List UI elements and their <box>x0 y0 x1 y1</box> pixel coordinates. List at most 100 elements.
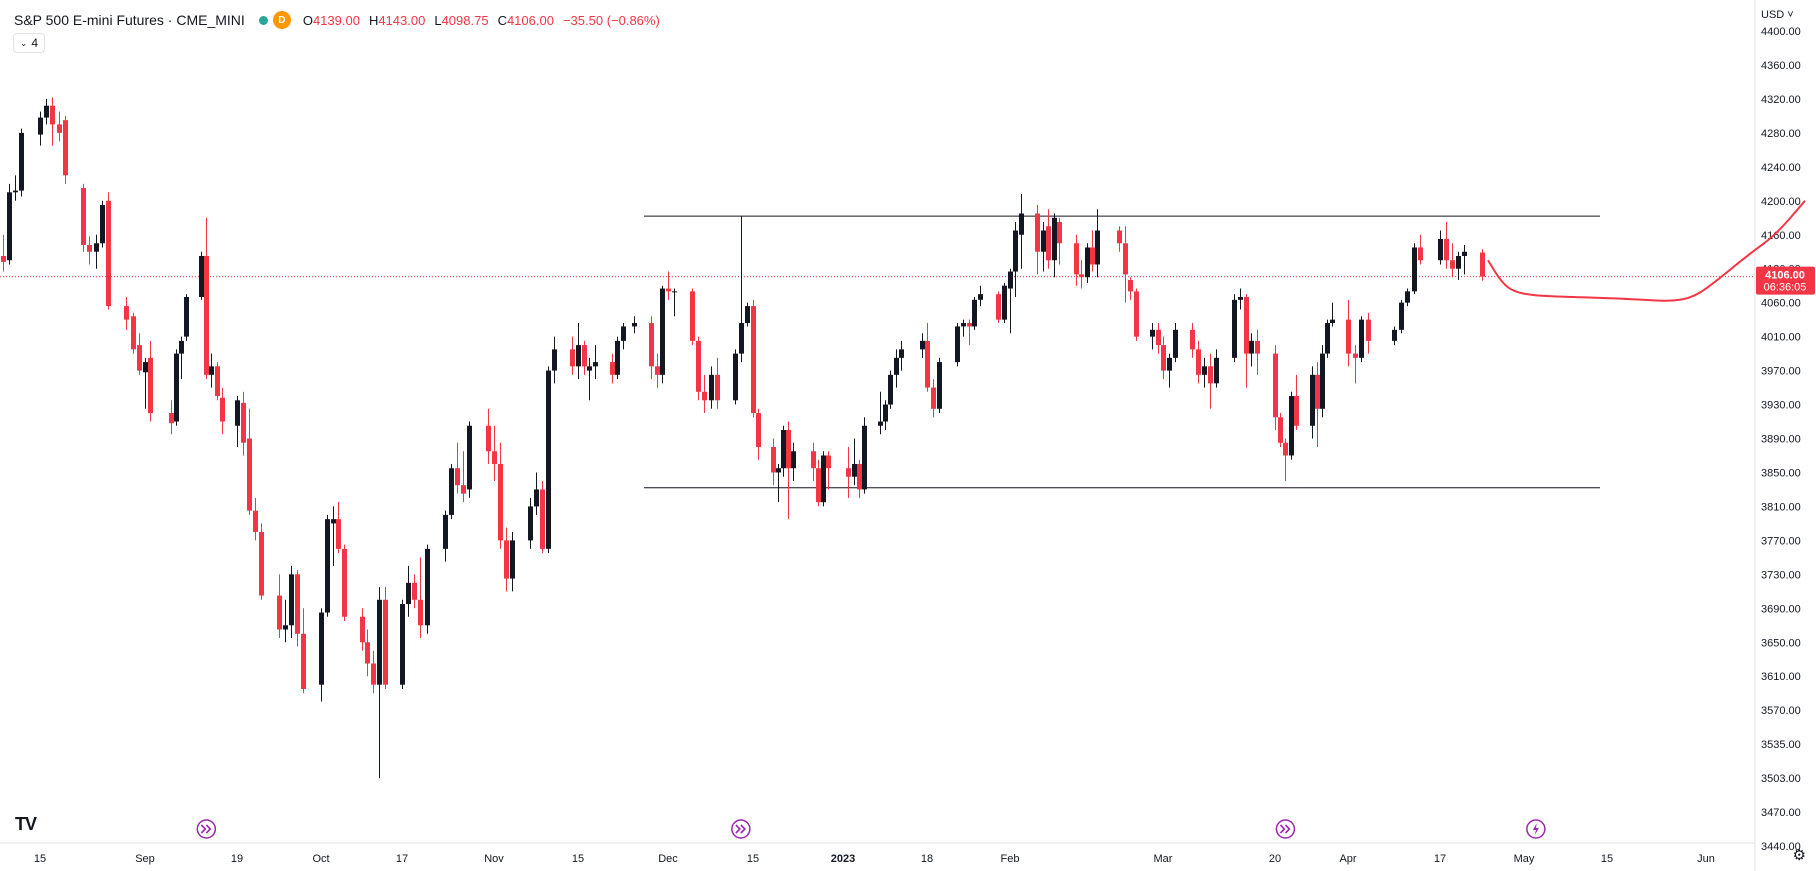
candle-body <box>593 362 598 367</box>
price-tick-label: 3770.00 <box>1761 535 1801 547</box>
candle-body <box>215 366 220 397</box>
gear-icon[interactable]: ⚙ <box>1792 847 1806 864</box>
double-arrow-glyph <box>200 824 212 834</box>
candle-body <box>739 323 744 354</box>
chart-header: S&P 500 E-mini Futures · CME_MINI D O413… <box>14 10 669 30</box>
candle-body <box>1438 238 1443 261</box>
candle-body <box>1366 319 1371 341</box>
price-tick-label: 3470.00 <box>1761 807 1801 819</box>
candle-body <box>852 463 857 477</box>
candle-body <box>1173 329 1178 358</box>
candle-body <box>1046 226 1051 261</box>
time-tick-label: 15 <box>747 853 759 865</box>
candle-body <box>655 366 660 375</box>
high-number: 4143.00 <box>378 12 426 28</box>
candle-body <box>174 353 179 422</box>
candle-body <box>19 132 24 191</box>
price-tick-label: 3930.00 <box>1761 400 1801 412</box>
candle-body <box>702 391 707 401</box>
candle-body <box>360 616 365 643</box>
candle-body <box>878 421 883 426</box>
market-status-badge: D <box>272 11 291 29</box>
candle-body <box>1095 230 1100 265</box>
candle-body <box>400 604 405 685</box>
last-price-badge <box>1756 266 1815 295</box>
price-tick-label: 4060.00 <box>1761 298 1801 310</box>
candle-body <box>1310 374 1315 426</box>
time-tick-label: Dec <box>658 853 678 865</box>
price-tick-label: 3610.00 <box>1761 671 1801 683</box>
time-tick-label: 2023 <box>831 853 855 865</box>
candle-body <box>277 595 282 630</box>
candle-body <box>301 633 306 689</box>
candle-body <box>449 468 454 515</box>
time-tick-label: 18 <box>921 853 933 865</box>
time-tick-label: Apr <box>1339 853 1356 865</box>
candle-body <box>1002 285 1007 320</box>
candle-body <box>241 402 246 443</box>
price-tick-label: 3503.00 <box>1761 773 1801 785</box>
price-tick-label: 3440.00 <box>1761 841 1801 853</box>
candle-body <box>1117 230 1122 244</box>
candle-body <box>1090 247 1095 265</box>
lightning-glyph <box>1532 823 1539 835</box>
candle-body <box>383 599 388 685</box>
tradingview-logo-icon[interactable]: TV <box>15 814 37 834</box>
market-status[interactable]: D <box>258 11 291 29</box>
candle-body <box>1156 329 1161 346</box>
price-tick-label: 3850.00 <box>1761 467 1801 479</box>
time-tick-label: Nov <box>484 853 504 865</box>
candle-body <box>1249 340 1254 354</box>
countdown-label: 06:36:05 <box>1764 282 1807 294</box>
candle-body <box>1255 340 1260 354</box>
market-open-dot-icon <box>258 15 268 25</box>
candle-body <box>235 400 240 426</box>
candle-body <box>406 582 411 605</box>
price-tick-label: 4240.00 <box>1761 162 1801 174</box>
low-value: L4098.75 <box>434 13 488 28</box>
time-tick-label: 15 <box>572 853 584 865</box>
candle-body <box>1399 302 1404 330</box>
candle-body <box>666 288 671 292</box>
candle-body <box>179 340 184 354</box>
candle-body <box>1392 329 1397 341</box>
low-number: 4098.75 <box>441 12 489 28</box>
candle-body <box>259 531 264 596</box>
candle-body <box>816 468 821 503</box>
candle-body <box>786 430 791 469</box>
candle-body <box>1450 260 1455 269</box>
candle-body <box>7 192 12 261</box>
candle-body <box>570 349 575 367</box>
candle-body <box>1202 366 1207 375</box>
candle-body <box>846 468 851 477</box>
price-axis: 4400.00 4360.00 4320.00 4280.00 4240.00 4200.… <box>1761 9 1801 853</box>
price-tick-label: 4320.00 <box>1761 94 1801 106</box>
open-key: O <box>302 12 313 28</box>
candle-body <box>660 288 665 375</box>
price-tick-label: 3810.00 <box>1761 501 1801 513</box>
candle-body <box>87 244 92 252</box>
symbol-title[interactable]: S&P 500 E-mini Futures · CME_MINI <box>14 12 245 28</box>
candle-body <box>283 625 288 630</box>
candle-body <box>1074 243 1079 275</box>
candle-body <box>1079 274 1084 278</box>
candle-body <box>38 117 43 135</box>
candle-body <box>857 463 862 490</box>
time-tick-label: Oct <box>312 853 329 865</box>
candle-body <box>925 340 930 388</box>
candle-body <box>1161 345 1166 371</box>
candle-body <box>1150 329 1155 337</box>
candle-body <box>1405 291 1410 303</box>
price-tick-label: 4360.00 <box>1761 60 1801 72</box>
candle-body <box>1019 213 1024 235</box>
candle-body <box>967 323 972 327</box>
candle-body <box>821 455 826 503</box>
last-price-label: 4106.00 <box>1765 270 1805 282</box>
candle-body <box>418 599 423 626</box>
time-tick-label: 17 <box>396 853 408 865</box>
candle-body <box>733 353 738 401</box>
open-number: 4139.00 <box>312 12 360 28</box>
collapse-legend-button[interactable]: ⌄ 4 <box>13 33 45 53</box>
candle-body <box>1134 291 1139 337</box>
